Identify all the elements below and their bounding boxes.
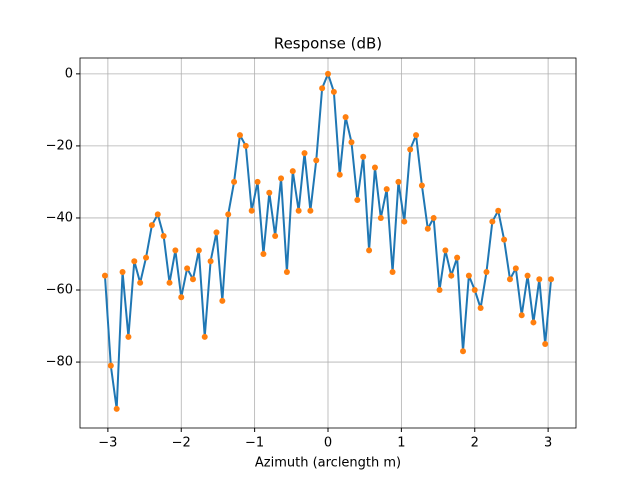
data-point <box>360 153 367 160</box>
y-tick-label: −40 <box>46 210 73 225</box>
data-point <box>512 265 519 272</box>
data-point <box>330 88 337 95</box>
data-point <box>295 207 302 214</box>
data-point <box>166 279 173 286</box>
data-point <box>160 232 167 239</box>
data-point <box>101 272 108 279</box>
plot-frame <box>79 57 577 429</box>
data-point <box>418 182 425 189</box>
data-point <box>524 272 531 279</box>
data-point <box>471 287 478 294</box>
x-tick-label: −2 <box>172 436 191 451</box>
data-point <box>377 214 384 221</box>
data-point <box>336 171 343 178</box>
data-point <box>319 85 326 92</box>
data-point <box>518 312 525 319</box>
x-tick-label: 3 <box>544 436 552 451</box>
data-point <box>236 132 243 139</box>
data-point <box>542 341 549 348</box>
data-point <box>154 211 161 218</box>
data-point <box>225 211 232 218</box>
data-point <box>131 258 138 265</box>
data-point <box>260 250 267 257</box>
data-point <box>477 305 484 312</box>
data-point <box>143 254 150 261</box>
y-tick-label: 0 <box>65 66 73 81</box>
data-point <box>272 232 279 239</box>
data-point <box>148 222 155 229</box>
data-point <box>413 132 420 139</box>
data-point <box>465 272 472 279</box>
data-point <box>495 207 502 214</box>
data-point <box>371 164 378 171</box>
chart-title: Response (dB) <box>274 35 382 53</box>
data-point <box>289 168 296 175</box>
y-tick-label: −20 <box>46 138 73 153</box>
data-point <box>178 294 185 301</box>
data-point <box>242 142 249 149</box>
data-point <box>436 287 443 294</box>
data-point <box>483 269 490 276</box>
data-point <box>325 70 331 77</box>
data-point <box>501 236 508 243</box>
data-point <box>383 186 390 193</box>
x-tick-label: 0 <box>324 436 332 451</box>
data-point <box>342 114 349 121</box>
data-point <box>548 276 555 283</box>
data-point <box>536 276 543 283</box>
data-point <box>184 265 191 272</box>
data-point <box>219 297 226 304</box>
data-point <box>125 333 132 340</box>
data-point <box>395 178 402 185</box>
data-point <box>113 405 120 412</box>
data-point <box>248 207 255 214</box>
data-point <box>278 175 285 182</box>
data-point <box>207 258 214 265</box>
data-point <box>454 254 461 261</box>
data-point <box>266 189 273 196</box>
data-point <box>137 279 144 286</box>
data-point <box>430 214 437 221</box>
y-tick-label: −80 <box>46 355 73 370</box>
data-point <box>201 333 208 340</box>
x-tick-label: −3 <box>98 436 117 451</box>
data-point <box>506 276 513 283</box>
data-point <box>442 247 449 254</box>
data-point <box>254 178 261 185</box>
data-point <box>172 247 179 254</box>
data-point <box>313 157 320 164</box>
data-point <box>460 348 467 355</box>
data-point <box>389 269 396 276</box>
y-tick-label: −60 <box>46 283 73 298</box>
x-axis-label: Azimuth (arclength m) <box>255 456 401 471</box>
x-tick-label: 2 <box>471 436 479 451</box>
data-point <box>489 218 496 225</box>
data-point <box>348 139 355 146</box>
data-point <box>307 207 314 214</box>
data-point <box>231 178 238 185</box>
data-point <box>530 319 537 326</box>
data-point <box>107 362 114 369</box>
data-point <box>195 247 202 254</box>
x-tick-label: −1 <box>245 436 264 451</box>
data-point <box>283 269 290 276</box>
data-point <box>401 218 408 225</box>
data-point <box>366 247 373 254</box>
data-point <box>119 269 126 276</box>
data-point <box>354 196 361 203</box>
data-point <box>407 146 414 153</box>
data-point <box>448 272 455 279</box>
data-point <box>424 225 431 232</box>
x-tick-label: 1 <box>397 436 405 451</box>
data-point <box>301 150 308 157</box>
data-point <box>213 229 220 236</box>
data-point <box>189 276 196 283</box>
